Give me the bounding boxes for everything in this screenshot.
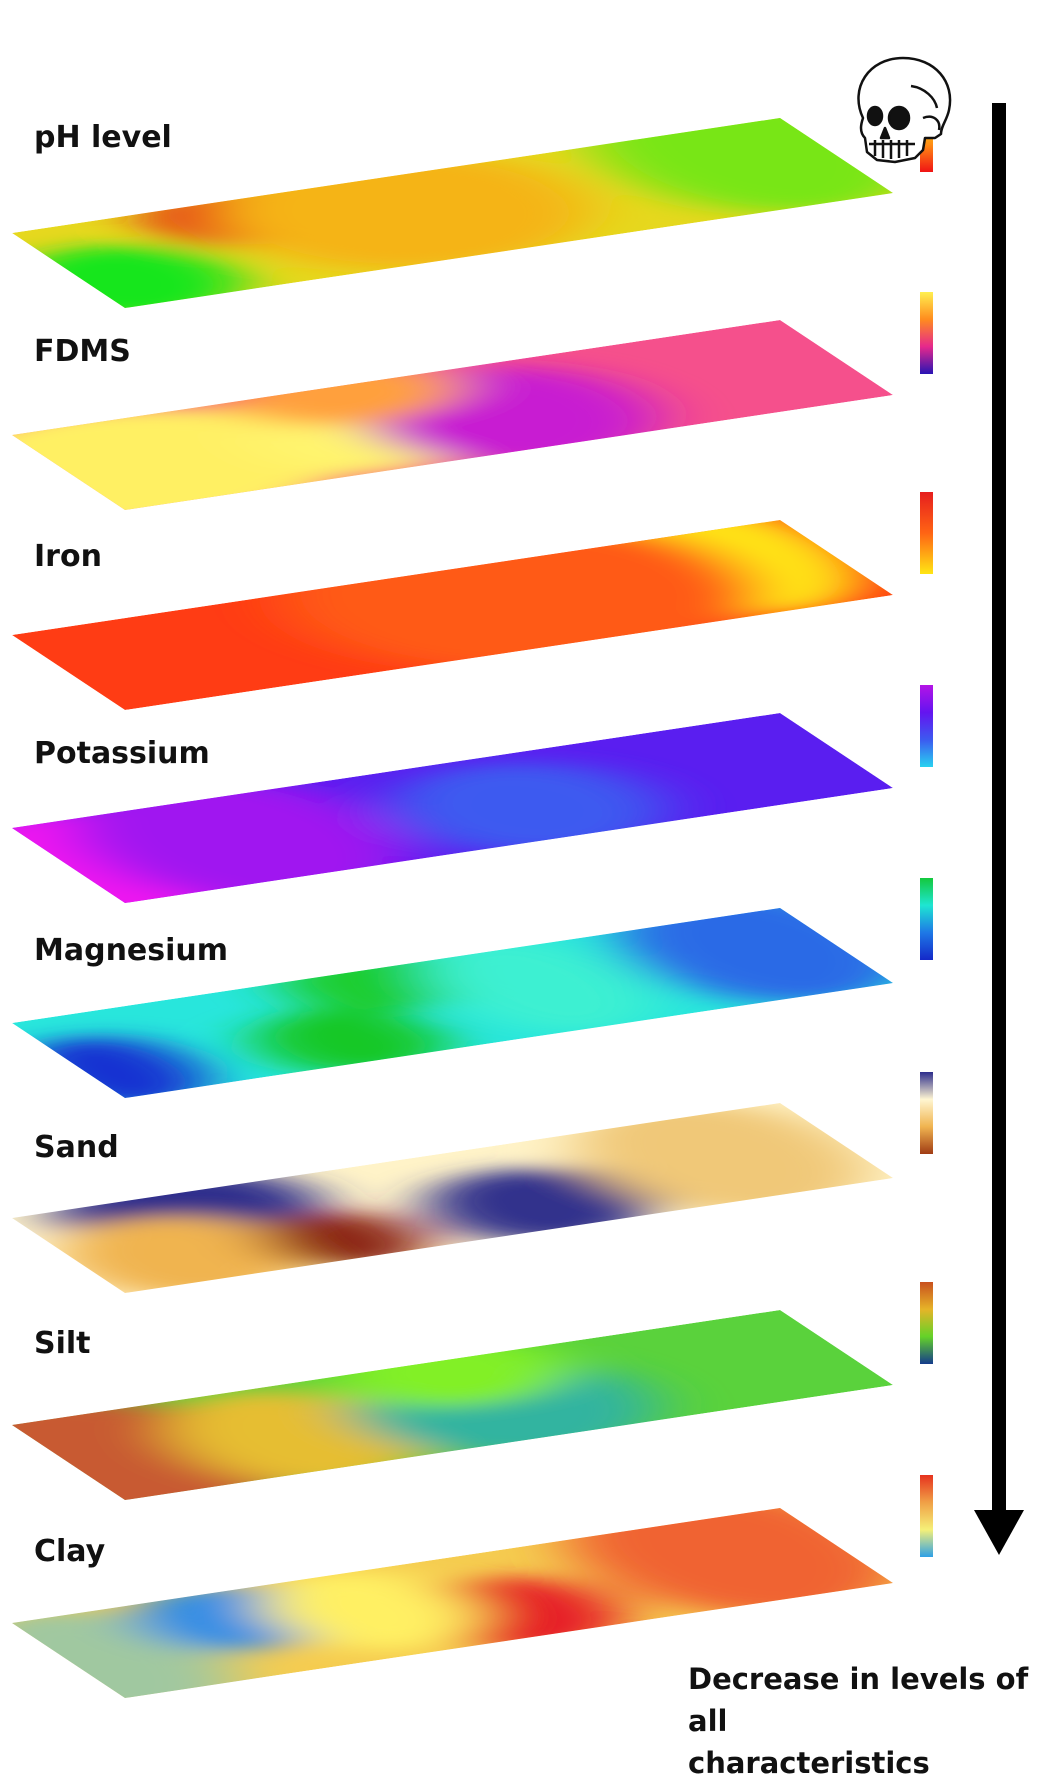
- heatmap-layer-5: [12, 1102, 894, 1293]
- layer-5-blob-2: [266, 1211, 426, 1268]
- legend-bar-3: [920, 685, 933, 767]
- legend-bar-1: [920, 292, 933, 374]
- arrow-caption-line1: Decrease in levels of all: [688, 1662, 1029, 1739]
- skull-nose: [879, 126, 891, 140]
- legend-bar-6: [920, 1282, 933, 1364]
- heatmap-layer-0: [12, 117, 894, 308]
- layer-label-fdms: FDMS: [34, 334, 131, 369]
- arrow-caption: Decrease in levels of all characteristic…: [688, 1658, 1058, 1784]
- layer-3-blob-1: [72, 776, 403, 903]
- skull-eye-left: [866, 105, 884, 127]
- soil-layers-diagram: [12, 56, 1024, 1698]
- layer-label-potassium: Potassium: [34, 736, 210, 771]
- skull-eye-right: [887, 105, 911, 131]
- layer-label-silt: Silt: [34, 1326, 91, 1361]
- skull-icon: [857, 56, 952, 164]
- heatmap-layer-6: [12, 1309, 894, 1500]
- arrow-shaft: [992, 103, 1006, 1523]
- layer-4-blob-4: [424, 938, 654, 1033]
- skull-cheek: [922, 115, 941, 131]
- legend-bar-7: [920, 1475, 933, 1557]
- layer-label-ph: pH level: [34, 120, 172, 155]
- heatmap-layer-3: [12, 712, 894, 903]
- legend-bar-5: [920, 1072, 933, 1154]
- legend-bar-2: [920, 492, 933, 574]
- heatmap-layer-2: [12, 519, 894, 710]
- skull-temple: [910, 84, 939, 109]
- layer-label-iron: Iron: [34, 539, 102, 574]
- layer-label-magnesium: Magnesium: [34, 933, 229, 968]
- skull-teeth: [869, 140, 915, 159]
- arrow-caption-line2: characteristics: [688, 1746, 930, 1781]
- layer-3-blob-3: [389, 762, 666, 853]
- layer-0-blob-3: [587, 117, 894, 214]
- layers-group: [12, 117, 894, 1698]
- heatmap-layer-4: [12, 907, 894, 1098]
- layer-7-blob-4: [261, 1570, 479, 1651]
- decrease-arrow: [974, 103, 1024, 1555]
- heatmap-layer-1: [12, 319, 894, 510]
- legend-bars: [920, 90, 933, 1557]
- arrow-head: [974, 1510, 1024, 1555]
- layer-label-clay: Clay: [34, 1534, 106, 1569]
- layer-label-sand: Sand: [34, 1130, 119, 1165]
- legend-bar-4: [920, 878, 933, 960]
- layer-5-blob-4: [575, 1102, 868, 1214]
